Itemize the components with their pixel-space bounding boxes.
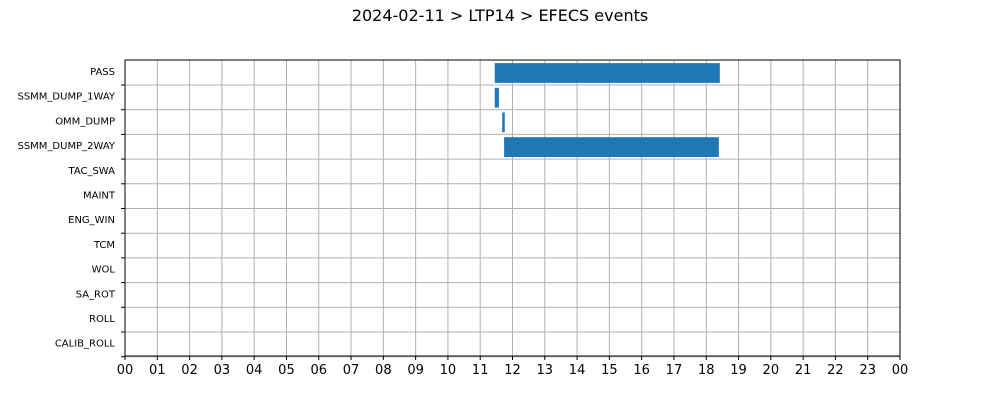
- x-tick-label: 16: [633, 363, 650, 378]
- x-tick-label: 00: [117, 363, 134, 378]
- y-tick-label: TCM: [93, 240, 115, 251]
- x-tick-label: 02: [181, 363, 198, 378]
- x-tick-label: 04: [246, 363, 263, 378]
- event-bar-ssmm-dump-2way: [504, 137, 719, 157]
- x-tick-label: 11: [472, 363, 489, 378]
- x-tick-label: 09: [407, 363, 424, 378]
- x-tick-label: 13: [537, 363, 554, 378]
- x-tick-label: 15: [601, 363, 618, 378]
- y-tick-label: ENG_WIN: [68, 215, 115, 226]
- x-tick-label: 20: [763, 363, 780, 378]
- x-tick-label: 21: [795, 363, 812, 378]
- x-tick-label: 07: [343, 363, 360, 378]
- x-tick-label: 06: [310, 363, 327, 378]
- x-tick-label: 05: [278, 363, 295, 378]
- bars: [494, 63, 720, 157]
- x-tick-label: 18: [698, 363, 715, 378]
- x-axis: 00 01 02 03 04 05 06 07 08 09 10 11 12 13 14 15 16 17 18 19…: [117, 356, 909, 378]
- y-tick-label: OMM_DUMP: [55, 116, 115, 127]
- y-tick-label: MAINT: [83, 191, 116, 202]
- x-tick-label: 00: [892, 363, 909, 378]
- y-tick-label: SA_ROT: [76, 289, 116, 300]
- x-tick-label: 22: [827, 363, 844, 378]
- chart-title: 2024-02-11 > LTP14 > EFECS events: [351, 6, 649, 25]
- y-tick-label: SSMM_DUMP_2WAY: [17, 141, 115, 152]
- event-bar-pass: [494, 63, 720, 83]
- y-tick-label: PASS: [90, 67, 115, 78]
- x-tick-label: 01: [149, 363, 166, 378]
- x-tick-label: 10: [440, 363, 457, 378]
- y-tick-label: SSMM_DUMP_1WAY: [17, 92, 115, 103]
- x-tick-label: 19: [730, 363, 747, 378]
- x-tick-label: 08: [375, 363, 392, 378]
- y-tick-label: CALIB_ROLL: [55, 339, 116, 350]
- y-tick-label: TAC_SWA: [67, 166, 115, 177]
- event-bar-omm-dump: [502, 112, 505, 133]
- x-tick-label: 03: [214, 363, 231, 378]
- event-bar-ssmm-dump-1way: [494, 87, 499, 108]
- x-tick-label: 14: [569, 363, 586, 378]
- x-tick-label: 17: [666, 363, 683, 378]
- grid: [124, 60, 901, 358]
- y-tick-label: ROLL: [89, 314, 115, 325]
- y-axis: PASS SSMM_DUMP_1WAY OMM_DUMP SSMM_DUMP_2WAY…: [17, 67, 125, 358]
- x-tick-label: 12: [504, 363, 521, 378]
- y-tick-label: WOL: [92, 265, 116, 276]
- x-tick-label: 23: [859, 363, 876, 378]
